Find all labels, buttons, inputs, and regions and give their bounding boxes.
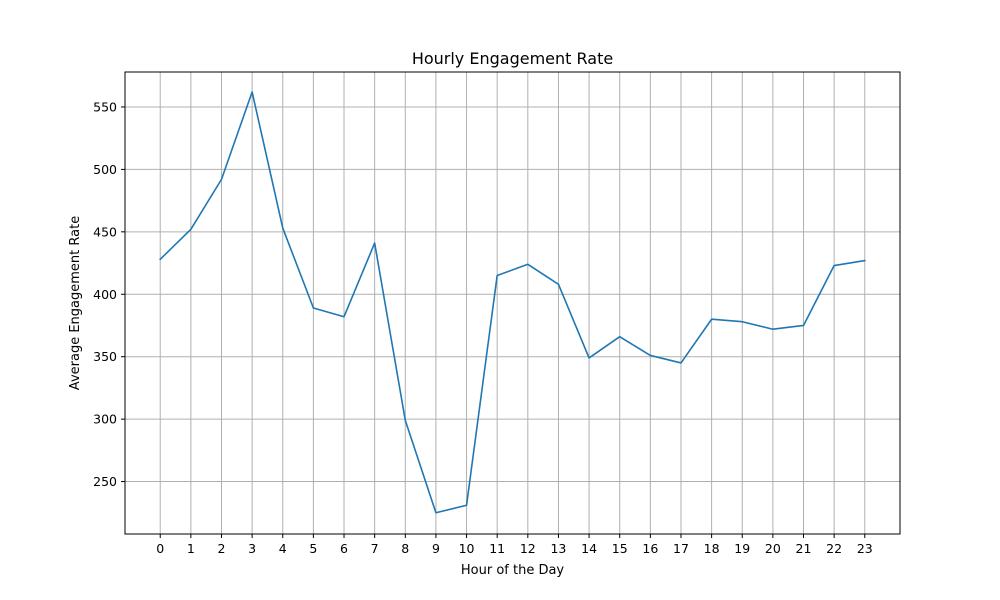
y-tick-label: 350 bbox=[93, 349, 117, 364]
y-tick-label: 450 bbox=[93, 224, 117, 239]
x-tick-label: 0 bbox=[156, 541, 164, 556]
series-layer bbox=[159, 91, 866, 514]
x-tick-label: 19 bbox=[734, 541, 750, 556]
x-axis: 0 1 2 3 4 5 6 7 8 9 10 11 12 13 14 15 16 17 18 19 20 21 22 23 bbox=[156, 534, 873, 556]
x-tick-label: 6 bbox=[340, 541, 348, 556]
x-tick-label: 9 bbox=[432, 541, 440, 556]
y-tick-label: 300 bbox=[93, 412, 117, 427]
x-tick-label: 13 bbox=[550, 541, 566, 556]
x-tick-label: 22 bbox=[826, 541, 842, 556]
x-tick-label: 8 bbox=[401, 541, 409, 556]
x-axis-label: Hour of the Day bbox=[461, 563, 565, 578]
y-tick-label: 400 bbox=[93, 287, 117, 302]
y-tick-label: 550 bbox=[93, 99, 117, 114]
x-tick-label: 12 bbox=[520, 541, 536, 556]
y-tick-label: 250 bbox=[93, 474, 117, 489]
x-tick-label: 18 bbox=[704, 541, 720, 556]
x-tick-label: 1 bbox=[187, 541, 195, 556]
chart-title: Hourly Engagement Rate bbox=[412, 49, 613, 68]
x-tick-label: 3 bbox=[248, 541, 256, 556]
x-tick-label: 21 bbox=[796, 541, 812, 556]
x-tick-label: 2 bbox=[218, 541, 226, 556]
grid bbox=[125, 72, 900, 534]
x-tick-label: 15 bbox=[612, 541, 628, 556]
x-tick-label: 4 bbox=[279, 541, 287, 556]
plot-frame bbox=[124, 71, 901, 535]
x-tick-label: 5 bbox=[309, 541, 317, 556]
x-tick-label: 7 bbox=[371, 541, 379, 556]
x-tick-label: 23 bbox=[857, 541, 873, 556]
x-tick-label: 16 bbox=[642, 541, 658, 556]
series-line bbox=[159, 91, 866, 514]
x-tick-label: 10 bbox=[459, 541, 475, 556]
y-axis-label: Average Engagement Rate bbox=[68, 216, 83, 390]
y-tick-label: 500 bbox=[93, 162, 117, 177]
x-tick-label: 14 bbox=[581, 541, 597, 556]
x-tick-label: 17 bbox=[673, 541, 689, 556]
x-tick-label: 11 bbox=[489, 541, 505, 556]
x-tick-label: 20 bbox=[765, 541, 781, 556]
y-axis: 250 300 350 400 450 500 550 bbox=[93, 99, 125, 489]
